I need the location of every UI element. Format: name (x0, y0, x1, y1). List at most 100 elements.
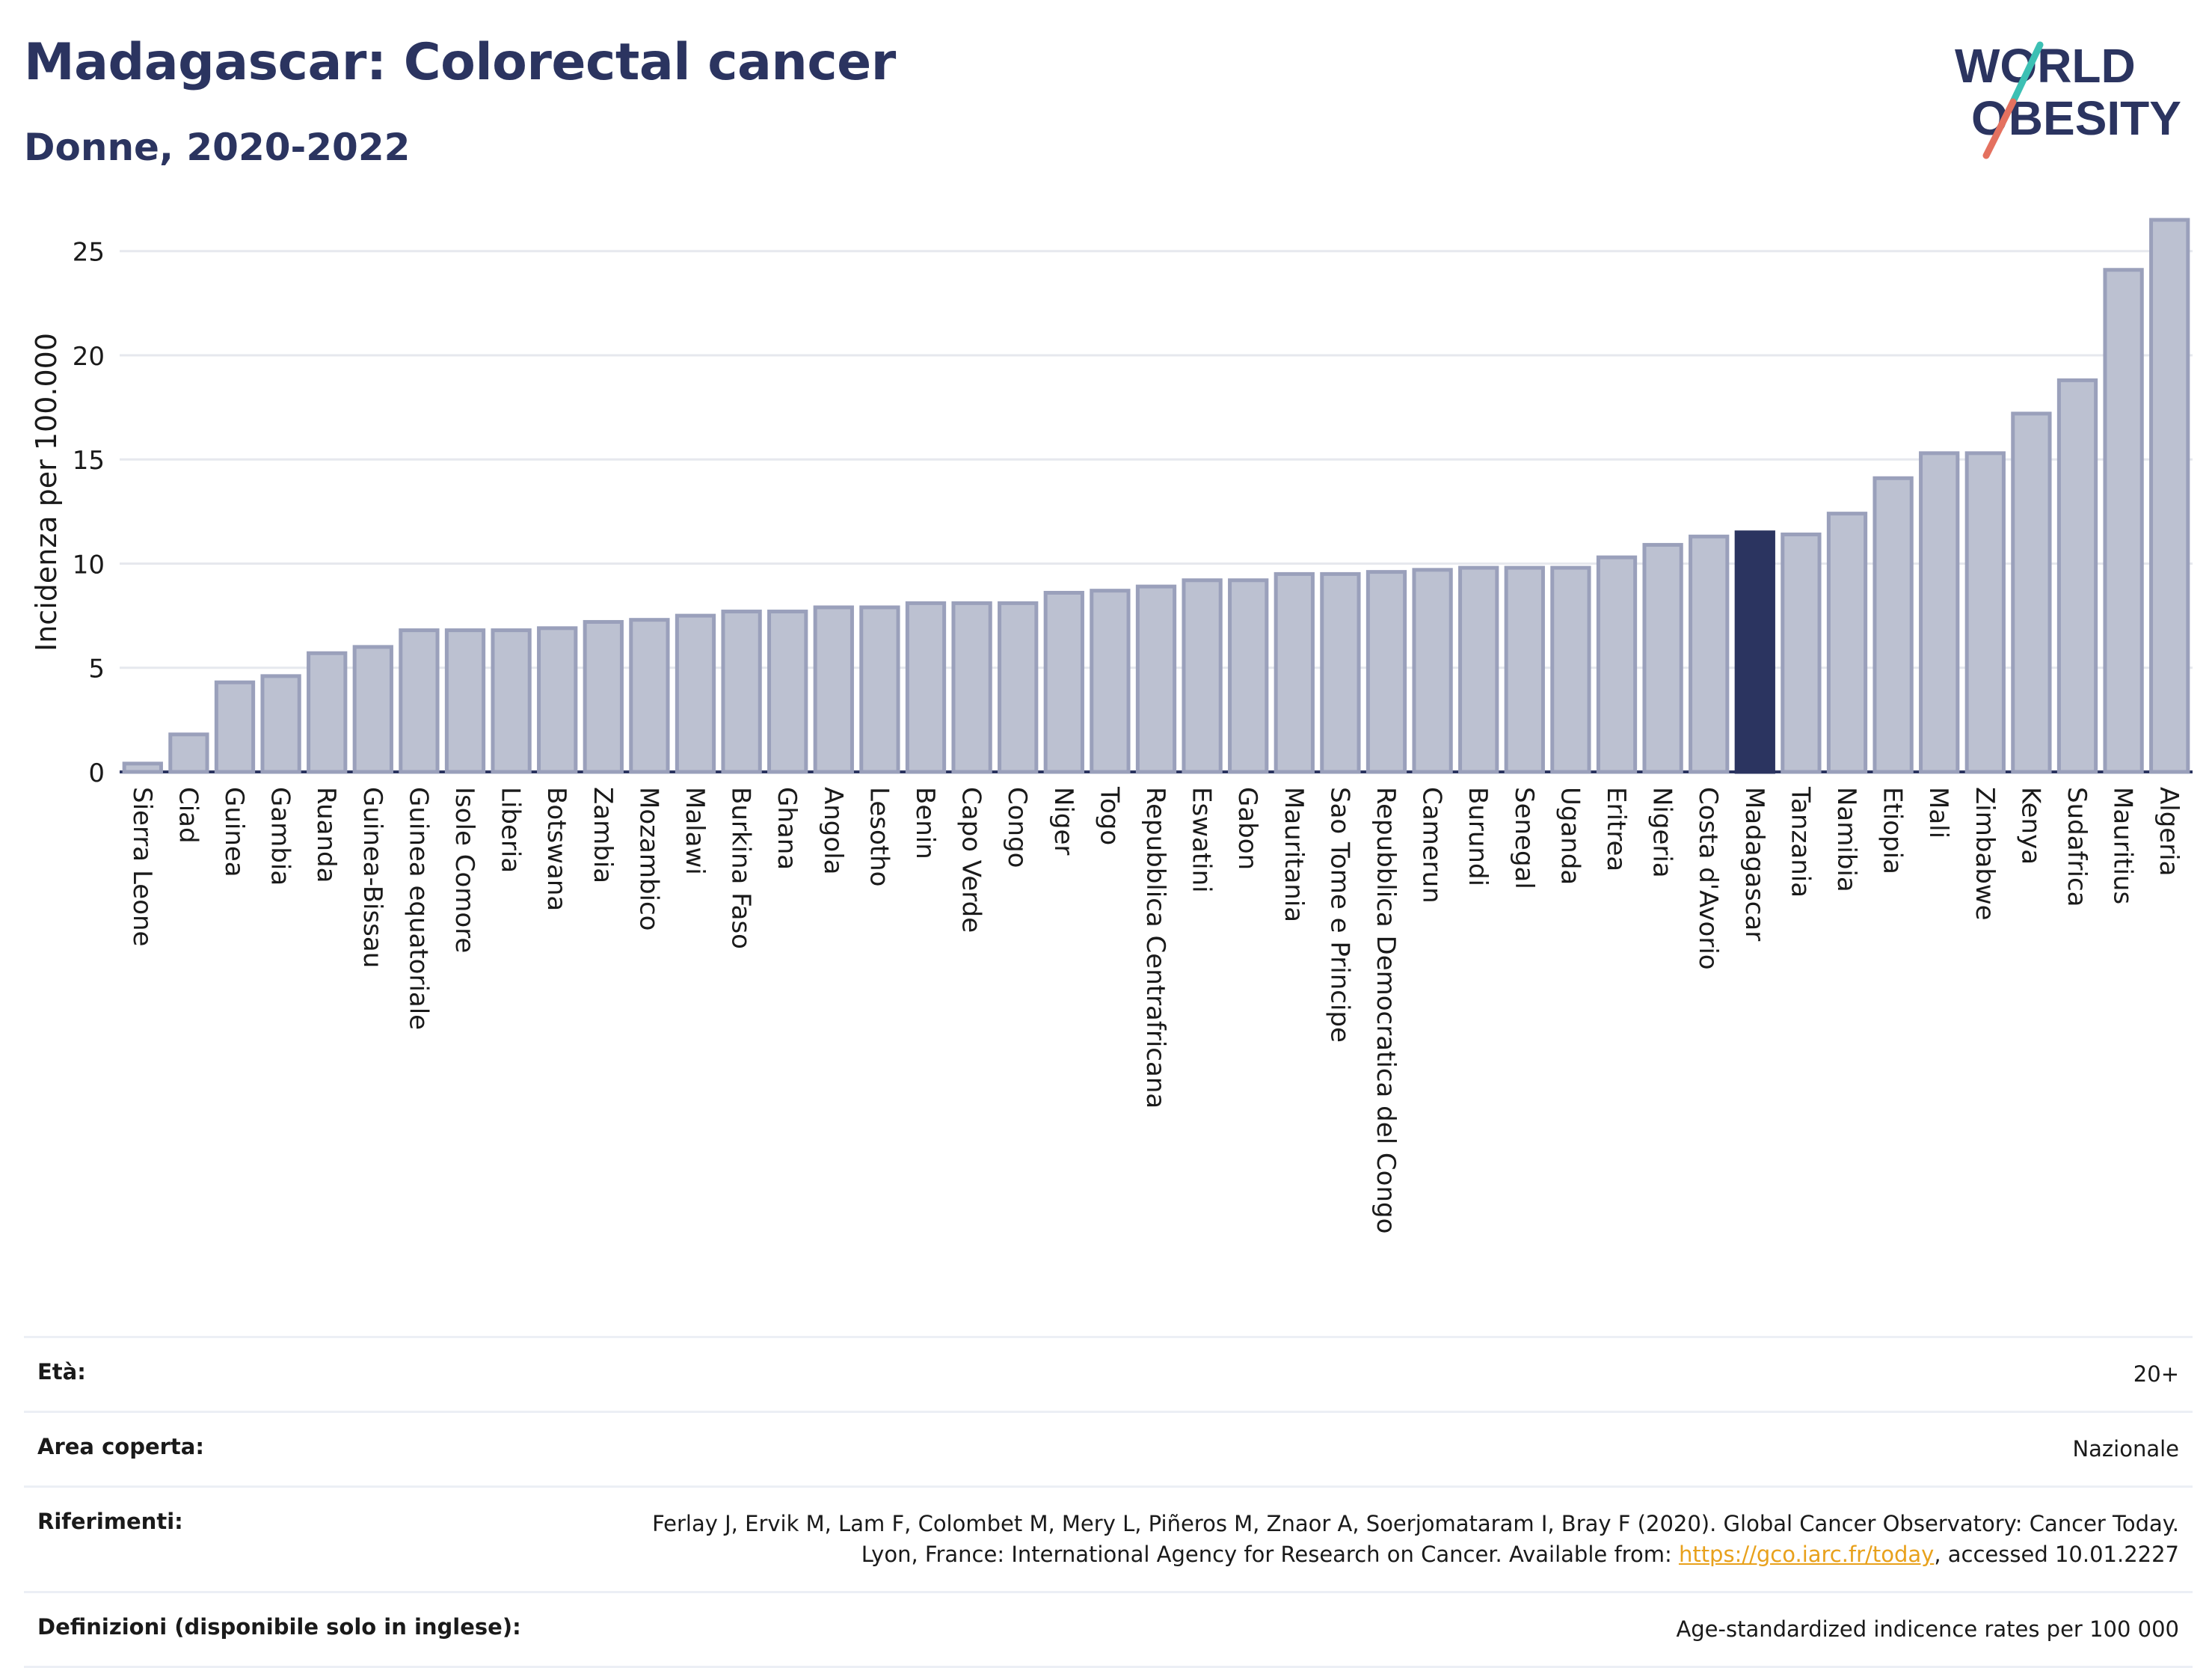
bar-gambia (260, 674, 301, 774)
x-tick-label: Repubblica Centrafricana (1140, 787, 1170, 1109)
references-accessed: , accessed 10.01.2227 (1934, 1542, 2179, 1567)
bar-mozambico (629, 618, 670, 774)
bar-liberia (491, 628, 532, 774)
x-tick-label: Namibia (1831, 787, 1861, 892)
x-tick-label: Angola (818, 787, 848, 874)
x-tick-label: Madagascar (1739, 787, 1769, 941)
world-obesity-logo: WORLD OBESITY (1955, 39, 2181, 159)
bar-guinea-equatoriale (399, 628, 440, 774)
logo-line1: WORLD (1955, 39, 2136, 93)
x-tick-label: Burundi (1463, 787, 1493, 886)
x-tick-label: Zambia (588, 787, 618, 883)
x-tick-label: Niger (1048, 787, 1078, 855)
x-tick-label: Capo Verde (956, 787, 986, 933)
bar-costa-d-avorio (1689, 534, 1730, 774)
x-tick-label: Sierra Leone (127, 787, 157, 946)
bar-guinea-bissau (352, 645, 393, 774)
x-tick-label: Mali (1923, 787, 1953, 838)
info-row-eta: Età: 20+ (24, 1336, 2193, 1411)
bar-burkina-faso (721, 610, 762, 774)
y-tick-label: 20 (73, 342, 105, 372)
x-tick-label: Zimbabwe (1970, 787, 2000, 921)
x-tick-label: Burkina Faso (726, 787, 756, 949)
bar-malawi (675, 613, 716, 774)
x-tick-label: Lesotho (864, 787, 894, 886)
x-tick-label: Nigeria (1647, 787, 1677, 878)
bar-ciad (168, 732, 209, 774)
bar-ghana (767, 610, 808, 774)
bar-camerun (1412, 568, 1453, 774)
x-tick-label: Repubblica Democratica del Congo (1371, 787, 1401, 1233)
x-tick-label: Liberia (496, 787, 526, 873)
bar-mauritania (1274, 571, 1315, 774)
bar-eritrea (1596, 555, 1638, 774)
bar-congo (998, 601, 1039, 774)
eta-value: 20+ (2133, 1361, 2179, 1387)
x-tick-label: Etiopia (1878, 787, 1908, 874)
bar-ruanda (307, 651, 348, 774)
chart-subtitle: Donne, 2020-2022 (24, 126, 411, 169)
bars (122, 218, 2190, 774)
bar-zimbabwe (1964, 451, 2006, 774)
x-tick-label: Congo (1002, 787, 1032, 868)
x-tick-label: Guinea-Bissau (357, 787, 387, 968)
bar-kenya (2011, 411, 2052, 774)
x-tick-label: Ghana (772, 787, 802, 870)
x-tick-label: Gambia (265, 787, 295, 886)
references-text: Ferlay J, Ervik M, Lam F, Colombet M, Me… (652, 1511, 2179, 1567)
bar-botswana (537, 626, 578, 774)
y-tick-label: 15 (73, 446, 105, 476)
bar-eswatini (1182, 578, 1223, 774)
bar-nigeria (1642, 542, 1683, 774)
x-tick-label: Botswana (541, 787, 571, 911)
logo-slash-coral (1982, 98, 2017, 159)
y-axis-tick-labels: 0 5 10 15 20 25 (73, 238, 105, 788)
x-tick-label: Uganda (1555, 787, 1585, 885)
x-tick-label: Guinea (219, 787, 249, 877)
x-tick-label: Ruanda (311, 787, 341, 883)
x-tick-label: Guinea equatoriale (403, 787, 433, 1030)
bar-zambia (583, 619, 624, 774)
definitions-label: Definizioni (disponibile solo in inglese… (37, 1614, 521, 1640)
y-tick-label: 10 (73, 550, 105, 580)
bar-repubblica-democratica-del-congo (1365, 570, 1407, 774)
x-tick-label: Togo (1094, 786, 1124, 845)
references-value: Ferlay J, Ervik M, Lam F, Colombet M, Me… (624, 1509, 2179, 1570)
logo-slash-teal (2009, 41, 2044, 105)
info-row-references: Riferimenti: Ferlay J, Ervik M, Lam F, C… (24, 1485, 2193, 1591)
x-tick-label: Gabon (1232, 787, 1262, 870)
x-tick-label: Tanzania (1785, 786, 1815, 898)
x-tick-label: Eritrea (1601, 787, 1631, 871)
y-tick-label: 0 (88, 758, 105, 788)
bar-niger (1043, 590, 1084, 774)
x-tick-label: Eswatini (1187, 787, 1217, 893)
bar-madagascar (1734, 530, 1775, 774)
info-table: Età: 20+ Area coperta: Nazionale Riferim… (24, 1336, 2193, 1668)
x-tick-label: Mauritania (1279, 787, 1309, 922)
bar-sao-tome-e-principe (1320, 571, 1361, 774)
bar-lesotho (859, 605, 900, 774)
bar-capo-verde (951, 601, 992, 774)
references-label: Riferimenti: (37, 1509, 183, 1534)
bar-sudafrica (2056, 378, 2098, 774)
references-link[interactable]: https://gco.iarc.fr/today (1678, 1542, 1935, 1567)
x-tick-label: Kenya (2015, 787, 2045, 865)
x-tick-label: Algeria (2154, 787, 2184, 876)
info-row-area: Area coperta: Nazionale (24, 1411, 2193, 1485)
x-tick-label: Sudafrica (2062, 787, 2092, 907)
bar-gabon (1228, 578, 1269, 774)
x-tick-label: Mauritius (2108, 787, 2138, 904)
chart-title: Madagascar: Colorectal cancer (24, 33, 896, 92)
x-tick-label: Camerun (1417, 787, 1447, 904)
bar-namibia (1826, 512, 1868, 774)
eta-label: Età: (37, 1359, 86, 1385)
bar-isole-comore (444, 628, 486, 774)
bar-mali (1919, 451, 1960, 774)
bar-algeria (2149, 218, 2190, 774)
bar-burundi (1458, 565, 1499, 774)
x-tick-label: Mozambico (633, 787, 663, 930)
bar-guinea (214, 680, 256, 774)
bar-chart: 0 5 10 15 20 25 Sierra Leone Ciad Guinea Gambia R… (30, 218, 2193, 1233)
bar-togo (1090, 589, 1131, 774)
bar-senegal (1504, 565, 1545, 774)
